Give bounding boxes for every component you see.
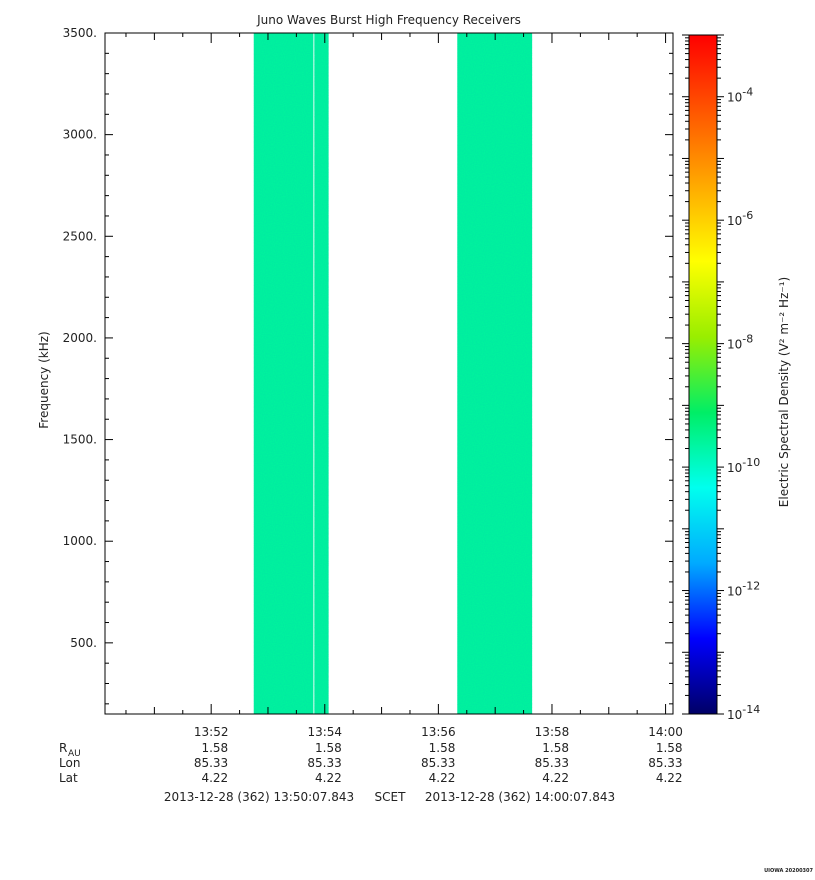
colorbar-tick-label: 10-14 [727,703,760,722]
colorbar: 10-4 10-6 10-8 10-10 10-12 10-14 [682,34,760,722]
colorbar-frame [688,34,718,715]
y-tick-label: 2500. [63,229,97,243]
x-tick-label: 14:00 [648,725,683,739]
ephemeris-value: 4.22 [429,771,456,785]
x-tick-label: 13:58 [535,725,570,739]
y-tick-label: 1000. [63,534,97,548]
ephemeris-value: 4.22 [201,771,228,785]
y-tick-label: 3500. [63,26,97,40]
ephemeris-value: 1.58 [201,741,228,755]
colorbar-tick-label: 10-10 [727,456,760,475]
ephemeris-value: 85.33 [194,756,228,770]
x-tick-label: 13:56 [421,725,456,739]
data-segment [314,33,329,714]
colorbar-ticks: 10-4 10-6 10-8 10-10 10-12 10-14 [682,34,760,722]
ephemeris-value: 1.58 [429,741,456,755]
scet-label: SCET [375,790,407,804]
ephemeris-value: 85.33 [648,756,682,770]
y-tick-label: 3000. [63,128,97,142]
plot-frame [104,32,674,715]
ephemeris-row-label: R [59,741,67,755]
ephemeris-value: 4.22 [656,771,683,785]
colorbar-tick-label: 10-12 [727,580,760,599]
segment-texture [457,33,533,714]
colorbar-tick-label: 10-8 [727,333,753,352]
time-start-label: 2013-12-28 (362) 13:50:07.843 [164,790,354,804]
ephemeris-row-label: Lon [59,756,80,770]
ephemeris-row-sublabel: AU [68,749,81,759]
ephemeris-value: 85.33 [307,756,341,770]
footer-stamp: UIOWA 20200307 [764,868,813,874]
colorbar-tick-label: 10-6 [727,209,753,228]
time-end-label: 2013-12-28 (362) 14:00:07.843 [425,790,615,804]
ephemeris-value: 1.58 [315,741,342,755]
chart-title: Juno Waves Burst High Frequency Receiver… [256,13,521,27]
ephemeris-value: 1.58 [656,741,683,755]
colorbar-tick-label: 10-4 [727,86,753,105]
segment-texture [253,33,314,714]
y-axis-label: Frequency (kHz) [37,331,51,428]
x-tick-label: 13:52 [194,725,229,739]
ephemeris-row-label: Lat [59,771,78,785]
y-axis: 500. 1000. 1500. 2000. 2500. 3000. 3500. [63,26,673,705]
y-tick-label: 500. [70,636,97,650]
data-segments [253,33,533,714]
colorbar-fill [689,35,717,714]
ephemeris-value: 1.58 [542,741,569,755]
y-tick-label: 1500. [63,433,97,447]
ephemeris-value: 85.33 [535,756,569,770]
ephemeris-table: R AU 1.58 1.58 1.58 1.58 1.58 Lon 85.33 85.33 85.3… [59,741,683,785]
colorbar-label: Electric Spectral Density (V² m⁻² Hz⁻¹) [777,277,791,507]
ephemeris-value: 4.22 [315,771,342,785]
x-tick-label: 13:54 [307,725,342,739]
plot-area [104,32,674,715]
segment-texture [314,33,329,714]
x-axis: 13:52 13:54 13:56 13:58 14:00 [125,33,683,739]
data-segment [457,33,533,714]
ephemeris-value: 4.22 [542,771,569,785]
plot-background [105,33,673,714]
y-tick-label: 2000. [63,331,97,345]
ephemeris-value: 85.33 [421,756,455,770]
data-segment [253,33,314,714]
